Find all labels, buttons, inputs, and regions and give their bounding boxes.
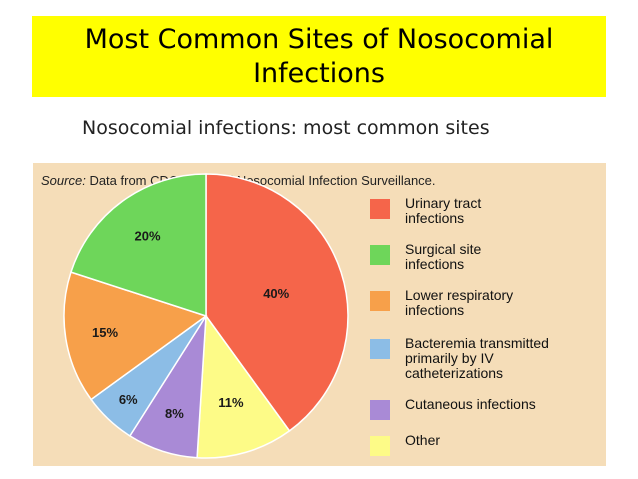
slice-label-other: 11% [218,395,244,410]
slice-label-cutaneous-infections: 8% [165,406,184,421]
legend-label: Lower respiratory infections [405,287,514,318]
slice-label-lower-respiratory-infections: 15% [92,325,118,340]
legend-swatch [370,400,390,420]
pie-slice-surgical-site-infections [70,173,207,318]
legend-label: Urinary tract infections [405,195,482,226]
slide-title: Most Common Sites of Nosocomial Infectio… [84,23,554,89]
legend-swatch [370,339,390,359]
slice-label-surgical-site-infections: 20% [135,229,161,244]
slice-label-bacteremia-transmitted-primarily-by-iv-catheterizations: 6% [119,392,138,407]
pie-slice-urinary-tract-infections [205,173,349,432]
legend-label: Cutaneous infections [405,396,536,412]
legend-swatch [370,436,390,456]
chart-title: Nosocomial infections: most common sites [82,117,490,139]
legend-swatch [370,245,390,265]
legend-swatch [370,199,390,219]
legend-label: Surgical site infections [405,241,482,272]
legend-label: Bacteremia transmitted primarily by IV cat… [405,335,549,381]
pie-slice-other [196,313,291,459]
source-label: Source: [41,173,86,188]
legend-swatch [370,291,390,311]
legend-label: Other [405,432,441,448]
title-banner: Most Common Sites of Nosocomial Infectio… [32,16,606,97]
pie-slice-lower-respiratory-infections [63,271,208,401]
slice-label-urinary-tract-infections: 40% [263,286,289,301]
